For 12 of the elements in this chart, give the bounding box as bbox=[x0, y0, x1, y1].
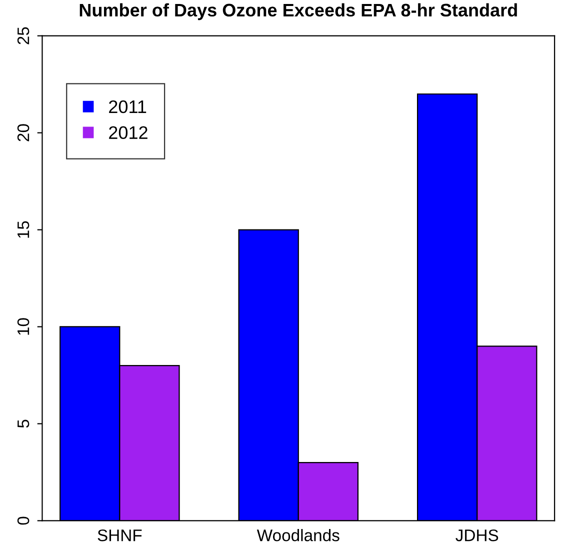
y-tick-label: 10 bbox=[17, 318, 30, 335]
x-tick-label: SHNF bbox=[98, 529, 142, 542]
legend-label: 2012 bbox=[109, 126, 148, 140]
y-tick-label: 0 bbox=[17, 516, 30, 525]
x-tick-label: JDHS bbox=[456, 529, 498, 542]
y-tick-label: 25 bbox=[17, 27, 30, 44]
y-tick-label: 20 bbox=[17, 124, 30, 142]
legend-label: 2011 bbox=[109, 100, 146, 114]
chart-title: Number of Days Ozone Exceeds EPA 8-hr Standard bbox=[80, 3, 517, 20]
y-tick-label: 15 bbox=[18, 221, 30, 238]
y-tick-label: 5 bbox=[18, 420, 30, 428]
x-tick-label: Woodlands bbox=[256, 529, 340, 542]
